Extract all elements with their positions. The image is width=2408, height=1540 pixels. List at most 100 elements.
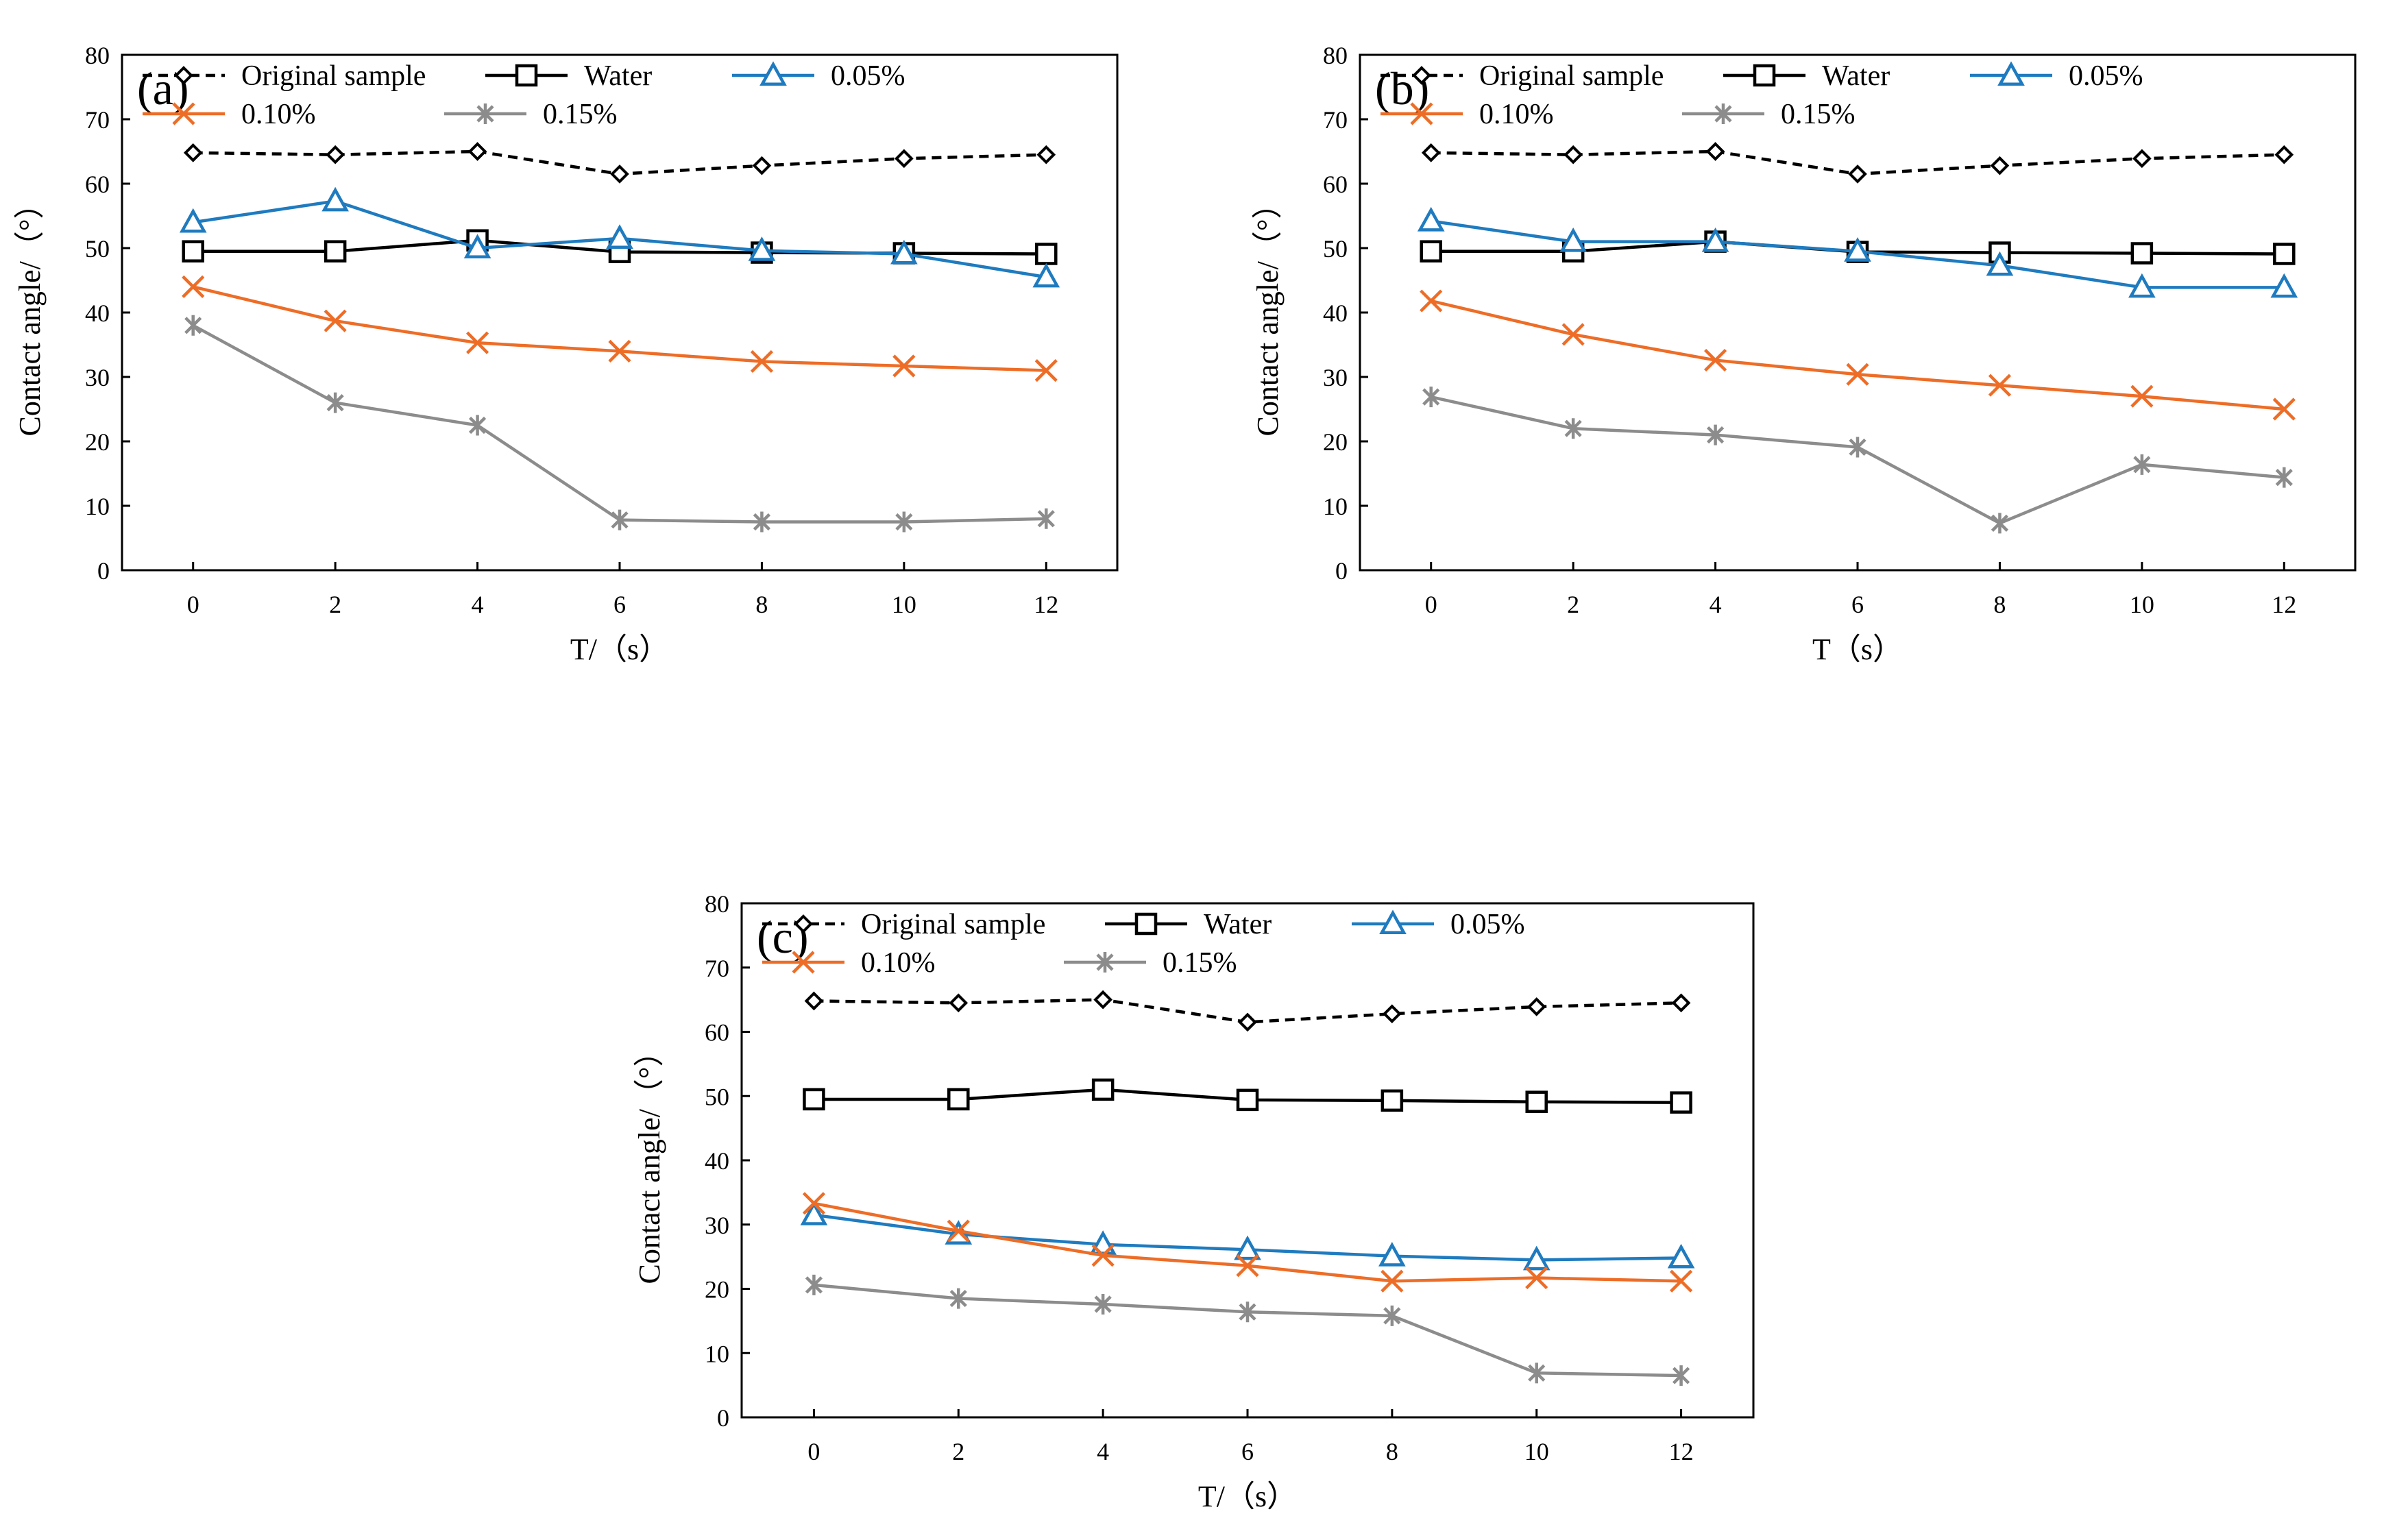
legend-item-original: Original sample bbox=[1381, 60, 1664, 92]
legend-item-c015: 0.15% bbox=[1682, 99, 1856, 130]
series-line bbox=[1431, 299, 2285, 411]
data-point bbox=[1037, 508, 1055, 529]
data-point bbox=[752, 156, 772, 175]
legend-item-original: Original sample bbox=[143, 60, 426, 92]
data-point bbox=[606, 224, 633, 249]
data-point bbox=[1091, 1078, 1115, 1101]
data-point bbox=[321, 186, 349, 212]
legend-item-water: Water bbox=[1105, 909, 1272, 940]
series-line bbox=[814, 1283, 1681, 1378]
data-point bbox=[183, 143, 203, 162]
legend: Original sample Water 0.05% 0.10% 0.15% bbox=[762, 909, 1525, 979]
legend-label: 0.10% bbox=[1479, 99, 1554, 130]
y-tick-label: 60 bbox=[705, 1019, 729, 1047]
data-point bbox=[1234, 1235, 1261, 1260]
x-tick-label: 4 bbox=[1097, 1438, 1109, 1465]
data-point bbox=[1667, 1243, 1695, 1269]
data-point bbox=[324, 240, 347, 262]
legend-label: 0.15% bbox=[543, 99, 618, 130]
series-c010 bbox=[182, 275, 1058, 382]
legend-item-c010: 0.10% bbox=[762, 947, 936, 979]
data-point bbox=[748, 236, 776, 261]
data-point bbox=[1701, 227, 1729, 252]
y-axis-title: Contact angle/（°） bbox=[1251, 189, 1285, 437]
y-tick-label: 0 bbox=[1335, 557, 1348, 585]
legend-marker bbox=[1379, 909, 1407, 935]
data-point bbox=[802, 1192, 826, 1215]
data-point bbox=[1417, 206, 1445, 232]
legend-item-original: Original sample bbox=[762, 909, 1045, 940]
data-point bbox=[1032, 262, 1060, 288]
legend-label: Original sample bbox=[241, 60, 426, 92]
legend-label: 0.05% bbox=[2069, 60, 2143, 92]
data-point bbox=[1990, 156, 2010, 175]
legend-label: 0.05% bbox=[831, 60, 905, 92]
legend-item-c015: 0.15% bbox=[444, 99, 618, 130]
data-point bbox=[1239, 1301, 1256, 1323]
x-tick-label: 12 bbox=[1034, 591, 1058, 618]
data-point bbox=[1094, 1294, 1112, 1315]
legend-item-water: Water bbox=[485, 60, 652, 92]
chart-panel-b: 0 10 20 30 40 50 60 70 80 0 2 4 6 8 10 12 T（s） Contact an… bbox=[1251, 42, 2357, 666]
x-tick-label: 8 bbox=[755, 591, 768, 618]
legend-label: Original sample bbox=[861, 909, 1045, 940]
data-point bbox=[179, 208, 207, 233]
plot-frame bbox=[740, 902, 1755, 1419]
data-point bbox=[1236, 1254, 1259, 1278]
data-point bbox=[1564, 145, 1583, 164]
legend-marker bbox=[515, 64, 538, 87]
legend-label: Water bbox=[1204, 909, 1272, 940]
data-point bbox=[1671, 993, 1691, 1013]
data-point bbox=[463, 234, 491, 259]
series-original bbox=[183, 142, 1056, 184]
data-point bbox=[1672, 1365, 1690, 1386]
data-point bbox=[1670, 1091, 1692, 1114]
data-point bbox=[2128, 273, 2156, 298]
x-tick-label: 10 bbox=[892, 591, 916, 618]
data-point bbox=[2130, 242, 2154, 265]
data-point bbox=[892, 354, 916, 378]
legend-label: 0.10% bbox=[241, 99, 316, 130]
data-point bbox=[326, 145, 345, 164]
data-point bbox=[182, 240, 204, 262]
data-point bbox=[800, 1201, 828, 1225]
data-point bbox=[1991, 513, 2009, 534]
series-c015 bbox=[1422, 387, 2293, 534]
data-point bbox=[1383, 1004, 1402, 1024]
y-tick-label: 70 bbox=[705, 955, 729, 982]
data-point bbox=[465, 331, 489, 354]
data-point bbox=[1421, 143, 1441, 162]
y-tick-label: 0 bbox=[717, 1404, 729, 1432]
data-point bbox=[608, 339, 631, 363]
data-point bbox=[2273, 243, 2296, 265]
x-axis-title: T/（s） bbox=[1198, 1480, 1297, 1513]
y-tick-label: 30 bbox=[85, 364, 110, 391]
data-point bbox=[895, 511, 913, 533]
data-point bbox=[467, 142, 487, 161]
y-tick-label: 10 bbox=[1323, 493, 1348, 520]
data-point bbox=[1034, 359, 1058, 382]
data-point bbox=[1383, 1305, 1401, 1326]
legend-marker bbox=[476, 103, 494, 124]
data-point bbox=[753, 511, 771, 533]
data-point bbox=[2270, 273, 2298, 298]
data-point bbox=[1844, 237, 1871, 262]
legend: Original sample Water 0.05% 0.10% 0.15% bbox=[143, 60, 905, 130]
legend-item-c005: 0.05% bbox=[1352, 909, 1525, 940]
legend-marker bbox=[1096, 952, 1114, 973]
x-tick-label: 8 bbox=[1386, 1438, 1398, 1465]
data-point bbox=[610, 164, 629, 184]
y-tick-label: 70 bbox=[85, 106, 110, 134]
chart-panel-a: 0 10 20 30 40 50 60 70 80 0 2 4 6 8 10 12 T/（s） Contact a… bbox=[13, 42, 1119, 666]
data-point bbox=[895, 149, 914, 169]
legend-item-c010: 0.10% bbox=[1381, 99, 1554, 130]
data-point bbox=[2274, 145, 2294, 164]
data-point bbox=[1091, 1244, 1115, 1267]
data-point bbox=[1527, 997, 1546, 1016]
data-point bbox=[2132, 149, 2152, 169]
data-point bbox=[947, 1088, 970, 1111]
y-tick-label: 20 bbox=[705, 1276, 729, 1304]
x-tick-label: 0 bbox=[1425, 591, 1437, 618]
legend-label: 0.15% bbox=[1781, 99, 1856, 130]
y-tick-label: 30 bbox=[1323, 364, 1348, 391]
